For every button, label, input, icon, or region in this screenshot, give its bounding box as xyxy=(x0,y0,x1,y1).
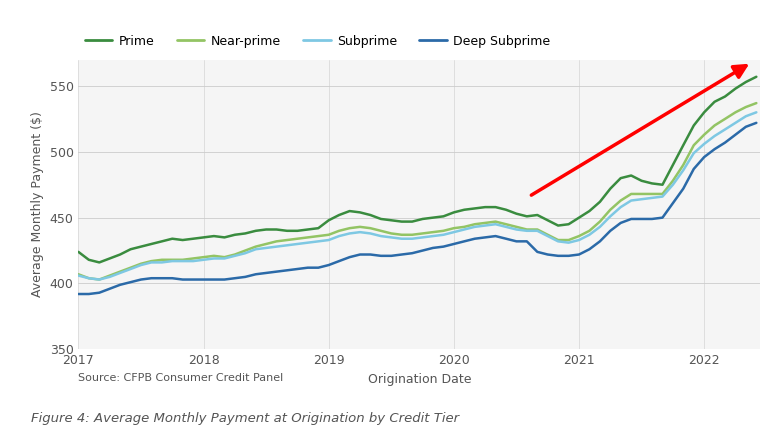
Prime xyxy=(251,228,260,233)
Deep Subprime xyxy=(605,228,615,233)
Legend: Prime, Near-prime, Subprime, Deep Subprime: Prime, Near-prime, Subprime, Deep Subpri… xyxy=(85,35,550,48)
Line: Prime: Prime xyxy=(78,77,757,262)
Deep Subprime xyxy=(74,291,83,296)
Subprime xyxy=(292,242,302,247)
Prime xyxy=(74,249,83,254)
Text: Source: CFPB Consumer Credit Panel: Source: CFPB Consumer Credit Panel xyxy=(78,373,284,383)
Line: Subprime: Subprime xyxy=(78,112,757,279)
Subprime xyxy=(616,204,626,210)
Deep Subprime xyxy=(178,277,187,282)
Prime xyxy=(292,228,302,233)
Prime xyxy=(136,244,146,249)
Near-prime xyxy=(251,244,260,249)
Near-prime xyxy=(292,236,302,241)
Line: Near-prime: Near-prime xyxy=(78,103,757,279)
Prime xyxy=(752,74,761,79)
Deep Subprime xyxy=(752,120,761,125)
Subprime xyxy=(136,262,146,268)
Near-prime xyxy=(710,123,719,128)
Near-prime xyxy=(376,228,386,233)
Subprime xyxy=(710,133,719,138)
Deep Subprime xyxy=(365,252,375,257)
Deep Subprime xyxy=(282,268,292,273)
Subprime xyxy=(95,277,104,282)
Near-prime xyxy=(616,198,626,203)
Near-prime xyxy=(136,261,146,266)
Subprime xyxy=(74,273,83,278)
Near-prime xyxy=(752,101,761,106)
Line: Deep Subprime: Deep Subprime xyxy=(78,123,757,294)
Subprime xyxy=(376,233,386,239)
Near-prime xyxy=(95,277,104,282)
Near-prime xyxy=(74,272,83,277)
Prime xyxy=(376,216,386,222)
Prime xyxy=(616,176,626,181)
Deep Subprime xyxy=(241,274,250,279)
Subprime xyxy=(752,110,761,115)
Deep Subprime xyxy=(699,155,709,160)
Prime xyxy=(95,260,104,265)
Prime xyxy=(710,99,719,104)
Subprime xyxy=(251,247,260,252)
Y-axis label: Average Monthly Payment ($): Average Monthly Payment ($) xyxy=(31,112,44,297)
Text: Figure 4: Average Monthly Payment at Origination by Credit Tier: Figure 4: Average Monthly Payment at Ori… xyxy=(31,412,459,425)
X-axis label: Origination Date: Origination Date xyxy=(368,373,471,386)
